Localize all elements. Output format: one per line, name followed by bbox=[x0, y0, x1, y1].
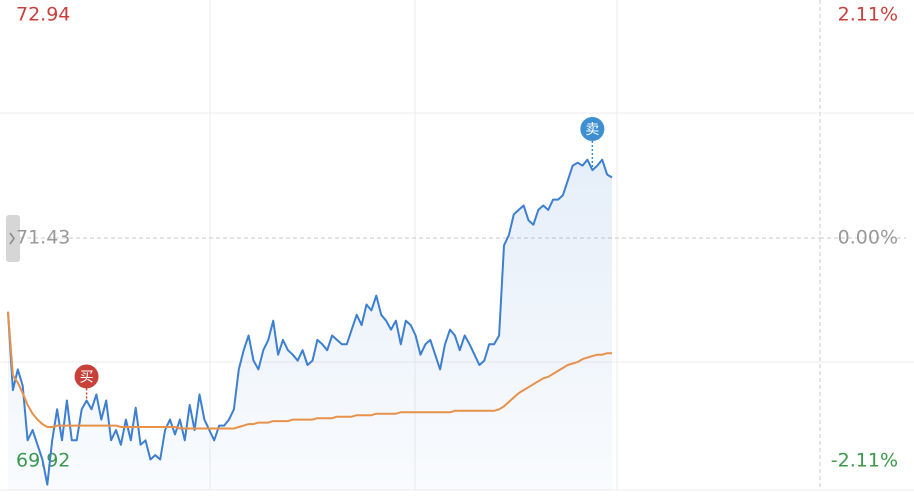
y-tick-label: 72.94 bbox=[16, 4, 70, 26]
handle-arrow bbox=[9, 232, 15, 245]
sell-label: 卖 bbox=[585, 122, 599, 138]
y2-tick-label: 2.11% bbox=[838, 4, 898, 26]
side-handle bbox=[6, 215, 20, 262]
buy-label: 买 bbox=[80, 369, 94, 385]
average-line bbox=[7, 311, 612, 430]
price-area bbox=[8, 159, 612, 490]
sell-marker bbox=[580, 117, 605, 141]
price-line bbox=[7, 158, 613, 486]
y2-tick-label: 0.00% bbox=[838, 227, 898, 249]
y2-tick-label: -2.11% bbox=[831, 450, 898, 472]
buy-marker bbox=[74, 364, 99, 389]
y-tick-label: 71.43 bbox=[16, 227, 70, 249]
